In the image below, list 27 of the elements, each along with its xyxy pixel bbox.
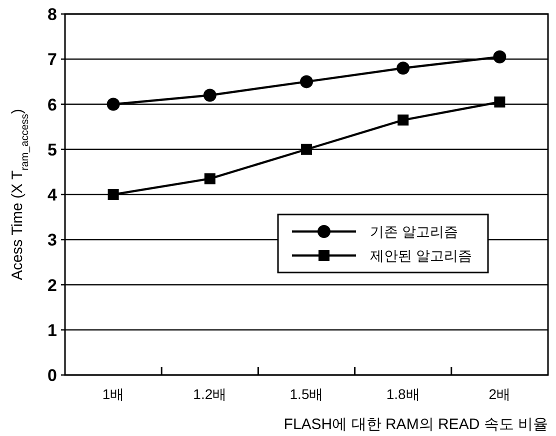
y-tick-label: 2	[48, 276, 57, 295]
x-tick-label: 2배	[488, 386, 511, 402]
y-tick-label: 7	[48, 50, 57, 70]
legend-label: 기존 알고리즘	[370, 224, 458, 240]
point	[398, 114, 409, 126]
x-tick-label: 1.5배	[290, 386, 324, 402]
y-tick-label: 6	[48, 95, 57, 114]
point	[301, 144, 312, 155]
y-tick-label: 5	[48, 140, 57, 160]
point	[108, 189, 119, 200]
point	[204, 173, 216, 184]
x-tick-label: 1배	[102, 386, 124, 402]
point	[396, 62, 410, 75]
x-tick-label: 1.8배	[386, 386, 420, 402]
y-tick-label: 4	[48, 186, 58, 204]
y-tick-label: 1	[48, 320, 57, 340]
y-tick-label: 3	[48, 230, 57, 250]
point	[493, 50, 506, 64]
y-tick-label: 0	[48, 366, 57, 385]
point	[203, 88, 216, 102]
x-tick-label: 1.2배	[193, 386, 227, 402]
x-axis-title: FLASH에 대한 RAM의 READ 속도 비율	[284, 416, 548, 433]
point	[494, 96, 506, 108]
legend-label: 제안된 알고리즘	[370, 248, 472, 264]
point	[106, 98, 120, 111]
y-tick-label: 8	[48, 5, 57, 24]
point	[300, 75, 313, 88]
